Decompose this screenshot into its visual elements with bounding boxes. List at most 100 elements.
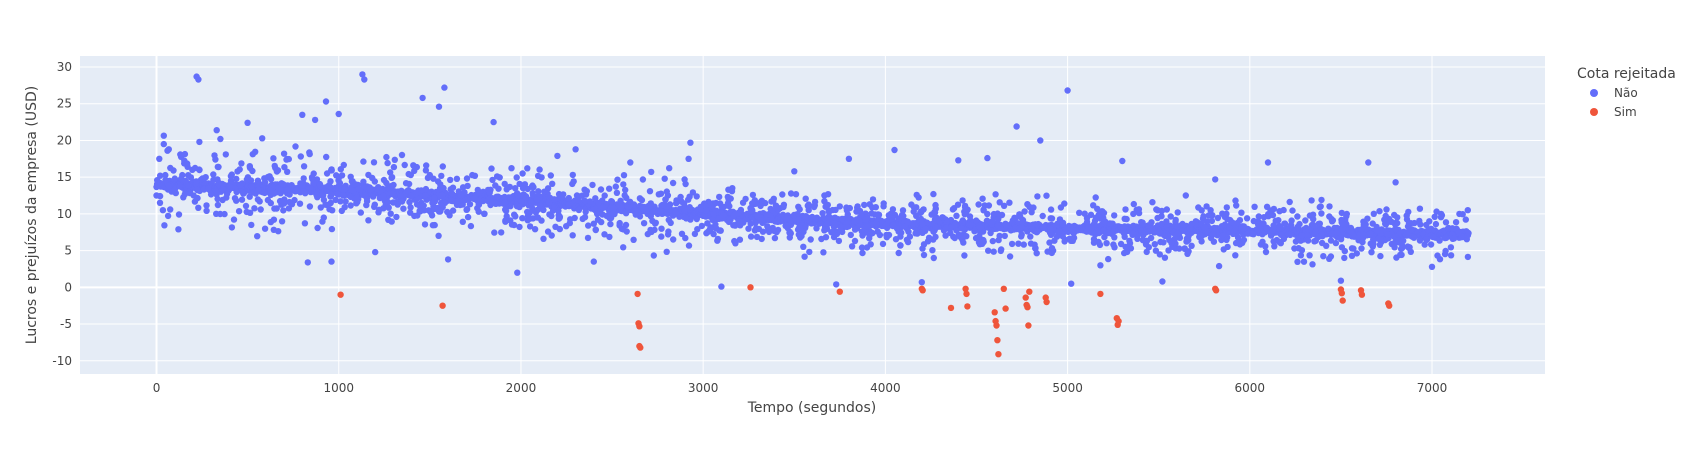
point-sim[interactable] (439, 302, 446, 309)
point-nao[interactable] (464, 213, 472, 221)
point-nao[interactable] (171, 186, 179, 193)
point-nao[interactable] (805, 202, 813, 209)
point-nao[interactable] (586, 198, 594, 205)
point-nao[interactable] (481, 210, 488, 217)
point-nao[interactable] (615, 201, 623, 209)
point-nao[interactable] (590, 258, 597, 265)
point-nao[interactable] (388, 218, 395, 225)
point-nao[interactable] (1096, 241, 1104, 249)
point-nao[interactable] (1286, 198, 1293, 206)
point-nao[interactable] (864, 223, 871, 230)
point-nao[interactable] (851, 226, 859, 233)
point-nao[interactable] (1465, 229, 1472, 237)
point-nao[interactable] (984, 154, 991, 162)
point-nao[interactable] (976, 224, 983, 231)
point-nao[interactable] (784, 215, 791, 222)
point-nao[interactable] (252, 190, 259, 197)
point-nao[interactable] (868, 210, 875, 217)
point-nao[interactable] (1407, 248, 1415, 255)
point-nao[interactable] (1276, 208, 1283, 215)
point-nao[interactable] (471, 172, 479, 179)
point-nao[interactable] (277, 186, 284, 193)
point-nao[interactable] (384, 159, 391, 167)
point-nao[interactable] (1232, 197, 1239, 204)
point-sim[interactable] (962, 285, 969, 292)
point-nao[interactable] (847, 231, 854, 239)
point-nao[interactable] (1278, 231, 1285, 238)
point-nao[interactable] (421, 192, 429, 199)
point-nao[interactable] (555, 207, 562, 214)
point-nao[interactable] (1447, 252, 1455, 259)
point-nao[interactable] (1018, 231, 1025, 238)
point-nao[interactable] (725, 218, 733, 226)
point-nao[interactable] (1399, 244, 1406, 252)
point-nao[interactable] (177, 151, 184, 158)
point-nao[interactable] (1236, 241, 1244, 248)
point-nao[interactable] (1047, 231, 1055, 238)
point-nao[interactable] (435, 103, 443, 110)
point-nao[interactable] (954, 201, 962, 208)
point-nao[interactable] (243, 208, 250, 216)
point-nao[interactable] (920, 206, 927, 213)
point-nao[interactable] (774, 206, 782, 214)
point-nao[interactable] (1328, 218, 1336, 225)
point-nao[interactable] (718, 283, 725, 290)
point-nao[interactable] (772, 218, 779, 225)
point-nao[interactable] (437, 207, 444, 214)
point-nao[interactable] (975, 201, 982, 208)
point-nao[interactable] (1008, 240, 1016, 248)
point-nao[interactable] (1015, 240, 1022, 247)
point-nao[interactable] (1338, 216, 1345, 224)
point-nao[interactable] (804, 214, 811, 221)
point-nao[interactable] (1337, 277, 1345, 284)
point-nao[interactable] (242, 202, 250, 210)
point-nao[interactable] (1416, 205, 1424, 212)
point-nao[interactable] (1338, 244, 1346, 251)
point-nao[interactable] (942, 232, 949, 239)
point-nao[interactable] (649, 208, 656, 216)
point-nao[interactable] (407, 209, 414, 216)
point-nao[interactable] (503, 213, 510, 220)
point-sim[interactable] (993, 322, 1000, 329)
point-nao[interactable] (414, 189, 421, 196)
point-nao[interactable] (961, 252, 968, 259)
point-nao[interactable] (1156, 228, 1163, 235)
point-nao[interactable] (400, 205, 407, 212)
point-nao[interactable] (244, 119, 251, 127)
point-nao[interactable] (214, 201, 222, 209)
point-nao[interactable] (787, 230, 794, 237)
point-nao[interactable] (501, 193, 508, 201)
point-sim[interactable] (919, 287, 926, 294)
point-nao[interactable] (340, 161, 347, 169)
point-nao[interactable] (990, 210, 998, 218)
point-nao[interactable] (1442, 247, 1449, 255)
point-nao[interactable] (422, 167, 430, 174)
point-nao[interactable] (222, 151, 229, 158)
point-nao[interactable] (1255, 213, 1263, 220)
point-nao[interactable] (429, 222, 437, 229)
point-nao[interactable] (426, 171, 433, 179)
point-nao[interactable] (261, 189, 268, 197)
point-sim[interactable] (1002, 305, 1009, 312)
point-nao[interactable] (1188, 220, 1195, 228)
series-nao-points[interactable] (153, 71, 1472, 290)
point-nao[interactable] (235, 208, 243, 215)
point-nao[interactable] (1111, 212, 1118, 219)
point-nao[interactable] (565, 194, 572, 202)
point-nao[interactable] (322, 98, 330, 105)
point-nao[interactable] (1034, 228, 1041, 235)
point-nao[interactable] (757, 217, 764, 224)
point-nao[interactable] (979, 195, 986, 202)
point-nao[interactable] (404, 187, 411, 195)
point-nao[interactable] (895, 228, 902, 235)
point-nao[interactable] (203, 202, 210, 209)
point-nao[interactable] (630, 201, 638, 208)
point-nao[interactable] (1179, 220, 1186, 228)
point-nao[interactable] (1305, 226, 1312, 233)
point-nao[interactable] (1337, 234, 1345, 241)
point-nao[interactable] (1064, 87, 1071, 94)
point-sim[interactable] (634, 290, 641, 298)
point-nao[interactable] (1061, 238, 1068, 245)
point-nao[interactable] (422, 185, 430, 193)
point-nao[interactable] (579, 215, 586, 223)
